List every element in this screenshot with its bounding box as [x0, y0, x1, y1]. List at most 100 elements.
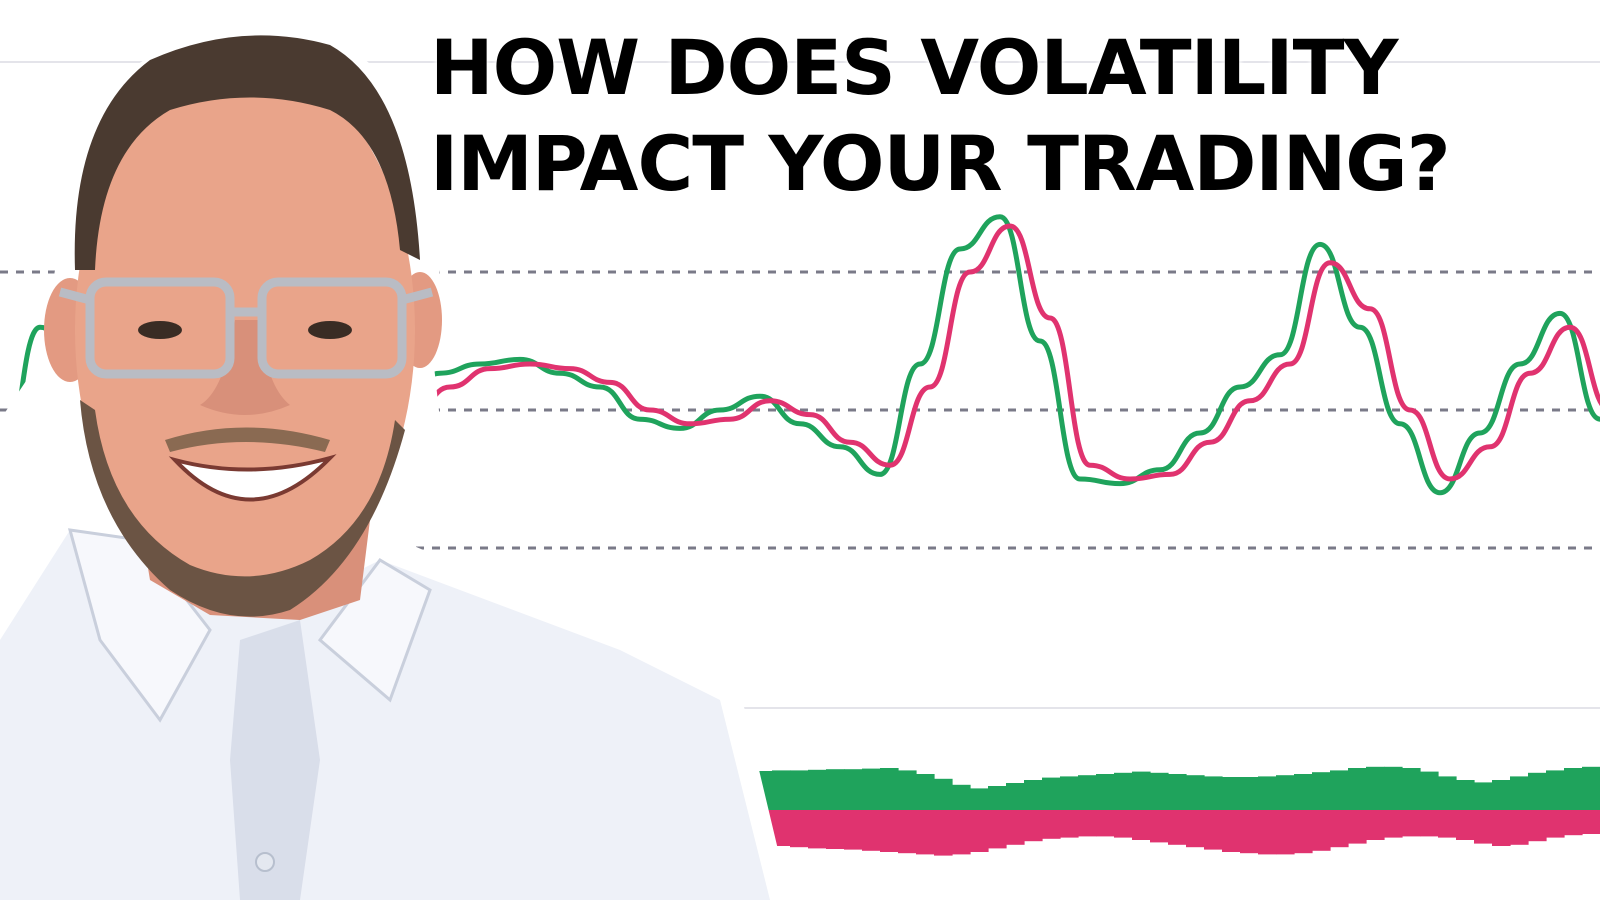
histogram-bar-negative [862, 810, 881, 851]
histogram-bar-negative [952, 810, 971, 855]
histogram-bar-positive [952, 784, 971, 810]
histogram-bar-positive [1492, 780, 1511, 810]
histogram-bar-positive [808, 769, 827, 810]
histogram-bar-negative [1006, 810, 1025, 845]
histogram-bar-negative [1132, 810, 1151, 840]
histogram-bar-positive [898, 770, 917, 810]
histogram [700, 766, 1600, 856]
hair [74, 35, 421, 270]
histogram-bar-negative [1366, 810, 1385, 840]
histogram-bar-positive [1186, 775, 1205, 810]
histogram-bar-negative [1546, 810, 1565, 838]
histogram-bar-negative [1240, 810, 1259, 854]
eyes [138, 321, 352, 339]
histogram-bar-positive [1564, 768, 1583, 810]
histogram-bar-negative [1114, 810, 1133, 838]
histogram-bar-negative [1564, 810, 1583, 836]
histogram-bar-positive [1510, 776, 1529, 810]
histogram-bar-positive [1078, 775, 1097, 810]
histogram-bar-positive [1528, 772, 1547, 810]
glasses-icon [58, 277, 434, 379]
nose [200, 320, 290, 415]
histogram-bar-negative [844, 810, 863, 850]
histogram-bar-negative [1330, 810, 1349, 848]
histogram-bar-positive [844, 769, 863, 810]
histogram-bar-positive [1474, 782, 1493, 810]
histogram-bar-negative [790, 810, 809, 848]
histogram-bar-positive [988, 786, 1007, 810]
histogram-bar-negative [1582, 810, 1600, 834]
histogram-bar-positive [1222, 777, 1241, 810]
histogram-bar-positive [880, 768, 899, 810]
histogram-bar-positive [1150, 772, 1169, 810]
histogram-bar-positive [1456, 780, 1475, 810]
histogram-bar-negative [772, 810, 791, 846]
histogram-bar-positive [1546, 770, 1565, 810]
histogram-bar-positive [1582, 766, 1600, 810]
histogram-bar-positive [916, 774, 935, 810]
histogram-bar-positive [1006, 783, 1025, 810]
histogram-bar-positive [1330, 770, 1349, 810]
histogram-bar-negative [808, 810, 827, 849]
histogram-bar-positive [772, 770, 791, 810]
histogram-bar-negative [1258, 810, 1277, 855]
histogram-bar-positive [1024, 780, 1043, 810]
histogram-bar-negative [1510, 810, 1529, 845]
histogram-bar-negative [1420, 810, 1439, 837]
smile [168, 454, 337, 502]
histogram-bar-positive [826, 769, 845, 810]
histogram-bar-positive [1114, 772, 1133, 810]
histogram-bar-negative [1168, 810, 1187, 845]
collar-right [317, 558, 432, 703]
histogram-bar-negative [1402, 810, 1421, 837]
histogram-bar-negative [916, 810, 935, 855]
histogram-bar-negative [826, 810, 845, 849]
level-lines [0, 270, 1600, 550]
mustache [165, 427, 330, 452]
histogram-bar-positive [1258, 776, 1277, 810]
histogram-bar-negative [1348, 810, 1367, 844]
histogram-bar-negative [1528, 810, 1547, 842]
beard [80, 400, 405, 617]
histogram-bar-positive [1366, 766, 1385, 810]
histogram-bar-negative [1276, 810, 1295, 855]
histogram-bar-negative [1078, 810, 1097, 837]
histogram-bar-negative [880, 810, 899, 852]
histogram-bar-negative [970, 810, 989, 852]
histogram-bar-positive [1276, 775, 1295, 810]
histogram-bar-positive [1402, 768, 1421, 810]
histogram-bar-positive [1420, 771, 1439, 810]
headline: HOW DOES VOLATILITY IMPACT YOUR TRADING? [430, 20, 1590, 212]
histogram-bar-positive [790, 770, 809, 810]
presenter-photo [0, 35, 770, 900]
histogram-bar-negative [1042, 810, 1061, 839]
histogram-bar-negative [1060, 810, 1079, 838]
histogram-bar-positive [1168, 774, 1187, 810]
histogram-bar-negative [1474, 810, 1493, 844]
histogram-bar-positive [970, 788, 989, 810]
histogram-bar-negative [1150, 810, 1169, 843]
histogram-bar-negative [1492, 810, 1511, 846]
histogram-bar-negative [1204, 810, 1223, 850]
histogram-bar-positive [1132, 771, 1151, 810]
histogram-bar-positive [1204, 776, 1223, 810]
histogram-bar-negative [898, 810, 917, 854]
histogram-bar-positive [1096, 774, 1115, 810]
histogram-bar-negative [1186, 810, 1205, 848]
histogram-bar-positive [862, 768, 881, 810]
histogram-bar-positive [1042, 777, 1061, 810]
histogram-bar-negative [1438, 810, 1457, 838]
histogram-bar-positive [1438, 776, 1457, 810]
histogram-bar-negative [1222, 810, 1241, 852]
headline-line-2: IMPACT YOUR TRADING? [430, 119, 1451, 208]
histogram-bar-positive [1060, 776, 1079, 810]
histogram-bar-negative [1384, 810, 1403, 838]
histogram-bar-positive [934, 778, 953, 810]
histogram-bar-negative [1456, 810, 1475, 840]
histogram-bar-positive [1384, 766, 1403, 810]
shirt-button [255, 852, 275, 872]
histogram-bar-negative [1312, 810, 1331, 851]
histogram-bar-positive [1348, 768, 1367, 810]
histogram-bar-positive [1312, 772, 1331, 810]
histogram-bar-positive [1294, 774, 1313, 810]
